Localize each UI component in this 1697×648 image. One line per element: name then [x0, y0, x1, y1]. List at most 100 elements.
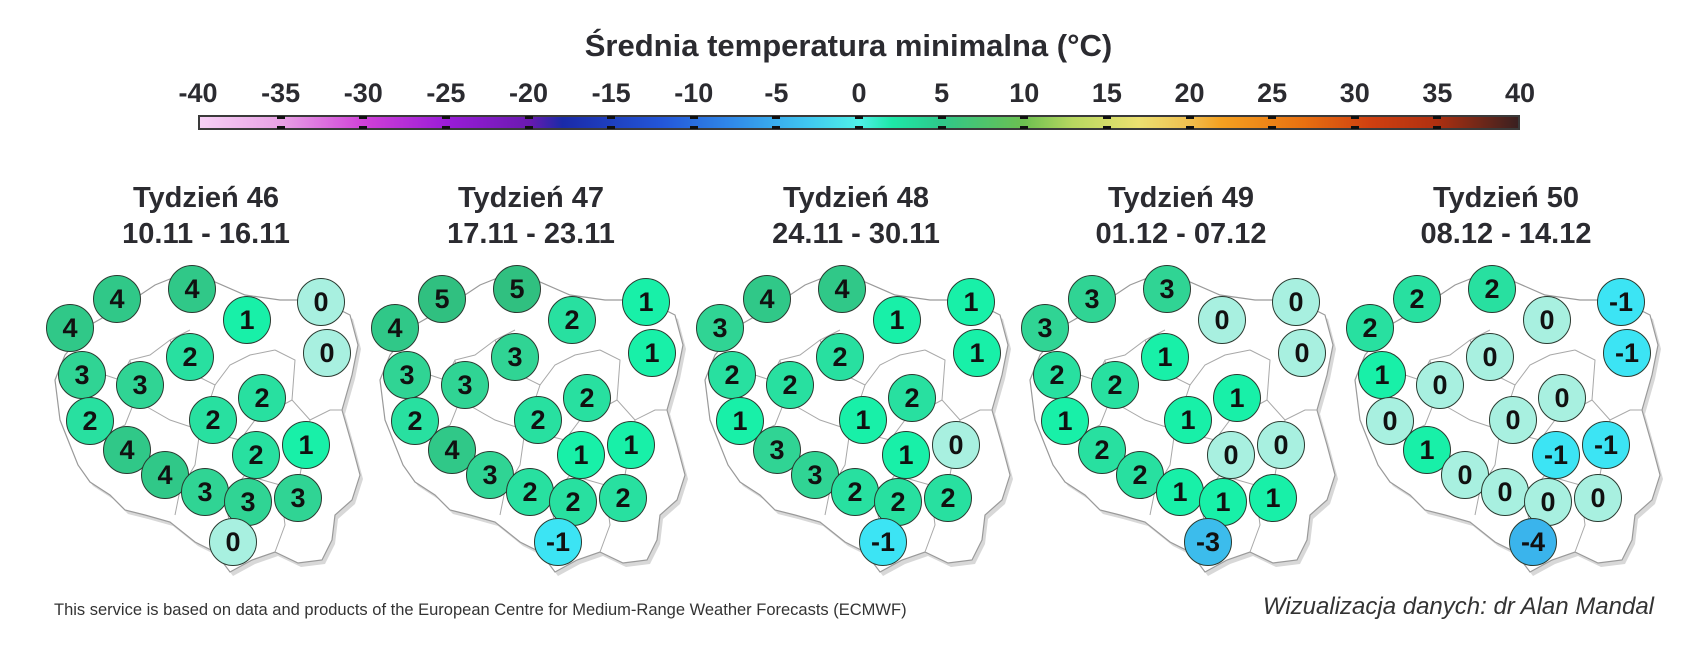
week-dates: 08.12 - 14.12	[1420, 218, 1592, 250]
region-temperature-bubble: 0	[303, 329, 351, 377]
colorbar-tick-mark	[1185, 116, 1194, 119]
region-temperature-bubble: 0	[1257, 421, 1305, 469]
region-temperature-bubble: 4	[371, 304, 419, 352]
region-temperature-bubble: 3	[58, 351, 106, 399]
region-temperature-bubble: 2	[514, 396, 562, 444]
region-temperature-bubble: -3	[1184, 518, 1232, 566]
region-temperature-bubble: -1	[859, 518, 907, 566]
region-temperature-bubble: 1	[607, 421, 655, 469]
colorbar-tick-mark	[524, 116, 533, 119]
region-temperature-bubble: 5	[418, 275, 466, 323]
region-temperature-bubble: 4	[743, 275, 791, 323]
region-temperature-bubble: 4	[103, 426, 151, 474]
region-temperature-bubble: 2	[888, 374, 936, 422]
region-temperature-bubble: 3	[1143, 265, 1191, 313]
region-temperature-bubble: 3	[466, 451, 514, 499]
chart-title: Średnia temperatura minimalna (°C)	[584, 28, 1113, 63]
colorbar-tick: -10	[674, 78, 714, 108]
region-temperature-bubble: 2	[708, 351, 756, 399]
region-temperature-bubble: 2	[166, 333, 214, 381]
colorbar-tick-mark	[689, 126, 698, 129]
region-temperature-bubble: 2	[816, 333, 864, 381]
region-temperature-bubble: 2	[599, 474, 647, 522]
region-temperature-bubble: -4	[1509, 518, 1557, 566]
colorbar-tick-mark	[607, 126, 616, 129]
region-temperature-bubble: 2	[831, 468, 879, 516]
colorbar-tick-mark	[937, 126, 946, 129]
region-temperature-bubble: 1	[622, 278, 670, 326]
region-temperature-bubble: 2	[506, 468, 554, 516]
colorbar-tick: -15	[591, 78, 631, 108]
week-map: Tydzień 49 01.12 - 07.12 3 3 3 0 0 0 1 2 2 1 1 1 0 0 2 2 1…	[1005, 170, 1345, 590]
colorbar-tick-mark	[1350, 126, 1359, 129]
region-temperature-bubble: 1	[282, 421, 330, 469]
region-temperature-bubble: 0	[932, 421, 980, 469]
region-temperature-bubble: -1	[1532, 431, 1580, 479]
week-map: Tydzień 50 08.12 - 14.12 2 2 2 0 -1 -1 0 1 0 0 0 0 -1-…	[1330, 170, 1670, 590]
region-temperature-bubble: 5	[493, 265, 541, 313]
region-temperature-bubble: 2	[189, 396, 237, 444]
region-temperature-bubble: 1	[557, 431, 605, 479]
colorbar-tick-mark	[1102, 116, 1111, 119]
region-temperature-bubble: 0	[1466, 333, 1514, 381]
region-temperature-bubble: 0	[297, 278, 345, 326]
colorbar-tick: 30	[1339, 78, 1370, 108]
region-temperature-bubble: 3	[274, 474, 322, 522]
week-dates: 01.12 - 07.12	[1095, 218, 1267, 250]
week-title: Tydzień 50	[1432, 182, 1580, 214]
region-temperature-bubble: 0	[1523, 296, 1571, 344]
colorbar-tick-mark	[1350, 116, 1359, 119]
colorbar-tick-mark	[1020, 126, 1029, 129]
region-temperature-bubble: 4	[93, 275, 141, 323]
colorbar-tick: -30	[343, 78, 383, 108]
author-credit: Wizualizacja danych: dr Alan Mandal	[1262, 593, 1654, 620]
region-temperature-bubble: 2	[1091, 361, 1139, 409]
region-temperature-bubble: -1	[1603, 329, 1651, 377]
week-title: Tydzień 48	[782, 182, 930, 214]
region-temperature-bubble: 2	[548, 296, 596, 344]
colorbar-tick-mark	[772, 116, 781, 119]
region-temperature-bubble: 4	[168, 265, 216, 313]
region-temperature-bubble: 0	[1207, 431, 1255, 479]
region-temperature-bubble: 1	[947, 278, 995, 326]
colorbar-tick: 35	[1422, 78, 1453, 108]
week-map: Tydzień 46 10.11 - 16.11 4 4 4 1 0 0 2 3 3 2 2 2 1 2 4 4 3…	[30, 170, 370, 590]
colorbar-tick-mark	[607, 116, 616, 119]
region-temperature-bubble: 2	[1078, 426, 1126, 474]
region-temperature-bubble: 3	[224, 478, 272, 526]
colorbar-tick-mark	[855, 116, 863, 119]
colorbar-tick-mark	[524, 126, 533, 129]
region-temperature-bubble: 2	[232, 431, 280, 479]
region-temperature-bubble: 2	[1033, 351, 1081, 399]
region-temperature-bubble: 1	[1156, 468, 1204, 516]
region-temperature-bubble: 1	[1199, 478, 1247, 526]
colorbar-tick-mark	[441, 126, 450, 129]
colorbar-tick: 40	[1504, 78, 1536, 108]
colorbar-tick: -40	[178, 78, 218, 108]
week-title: Tydzień 49	[1107, 182, 1255, 214]
colorbar-tick: 10	[1009, 78, 1040, 108]
region-temperature-bubble: 0	[209, 518, 257, 566]
colorbar-tick-mark	[689, 116, 698, 119]
region-temperature-bubble: 0	[1574, 474, 1622, 522]
region-temperature-bubble: 0	[1278, 329, 1326, 377]
colorbar-tick-mark	[937, 116, 946, 119]
region-temperature-bubble: 3	[441, 361, 489, 409]
region-temperature-bubble: 2	[1393, 275, 1441, 323]
region-temperature-bubble: 1	[628, 329, 676, 377]
region-temperature-bubble: 2	[238, 374, 286, 422]
region-temperature-bubble: 1	[1358, 351, 1406, 399]
region-temperature-bubble: -1	[1582, 421, 1630, 469]
colorbar-tick-mark	[276, 116, 285, 119]
week-dates: 24.11 - 30.11	[772, 218, 940, 250]
region-temperature-bubble: 1	[953, 329, 1001, 377]
region-temperature-bubble: 1	[1141, 333, 1189, 381]
region-temperature-bubble: 3	[696, 304, 744, 352]
week-map: Tydzień 48 24.11 - 30.11 4 3 4 1 1 1 2 2 2 2 1 1 0 1 3 3 2…	[680, 170, 1020, 590]
region-temperature-bubble: 3	[491, 333, 539, 381]
week-title: Tydzień 46	[132, 182, 280, 214]
colorbar-tick: 5	[934, 78, 950, 108]
region-temperature-bubble: 2	[766, 361, 814, 409]
region-temperature-bubble: 0	[1489, 396, 1537, 444]
region-temperature-bubble: 1	[1213, 374, 1261, 422]
